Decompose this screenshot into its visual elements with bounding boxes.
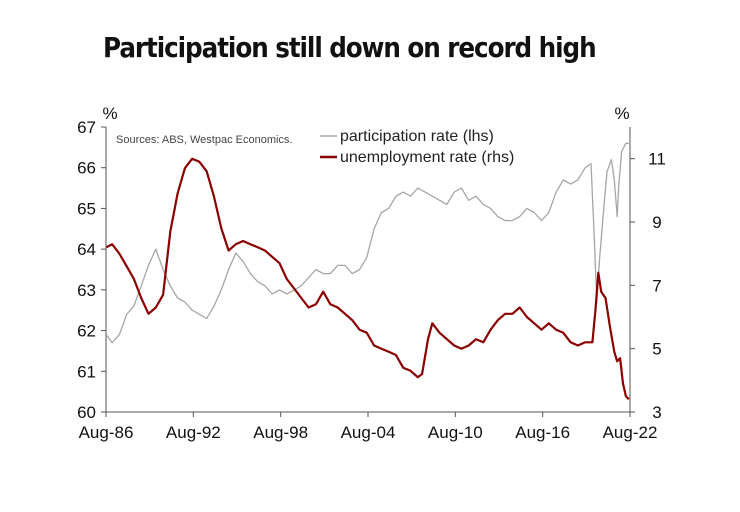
right-tick-label: 3 [652, 403, 661, 422]
x-tick-label: Aug-04 [341, 423, 396, 442]
legend-label: participation rate (lhs) [340, 128, 494, 145]
left-tick-label: 61 [77, 362, 96, 381]
right-tick-label: 5 [652, 340, 661, 359]
series-line-participation [105, 142, 631, 344]
left-tick-label: 64 [77, 240, 96, 259]
left-tick-label: 60 [77, 403, 96, 422]
source-note: Sources: ABS, Westpac Economics. [116, 134, 292, 146]
right-unit-label: % [614, 104, 629, 123]
x-tick-label: Aug-98 [253, 423, 308, 442]
x-tick-label: Aug-86 [79, 423, 134, 442]
series-line-unemployment [105, 157, 630, 401]
right-tick-label: 9 [652, 213, 661, 232]
right-tick-label: 7 [652, 276, 661, 295]
x-tick-label: Aug-22 [603, 423, 658, 442]
left-tick-label: 65 [77, 199, 96, 218]
left-tick-label: 66 [77, 159, 96, 178]
x-tick-label: Aug-92 [166, 423, 221, 442]
left-tick-label: 67 [77, 118, 96, 137]
legend-label: unemployment rate (rhs) [340, 149, 514, 166]
left-tick-label: 63 [77, 281, 96, 300]
right-tick-label: 11 [648, 150, 666, 169]
chart-title: Participation still down on record high [103, 31, 597, 64]
x-tick-label: Aug-16 [515, 423, 570, 442]
x-tick-label: Aug-10 [428, 423, 483, 442]
left-tick-label: 62 [77, 322, 96, 341]
left-unit-label: % [102, 104, 117, 123]
